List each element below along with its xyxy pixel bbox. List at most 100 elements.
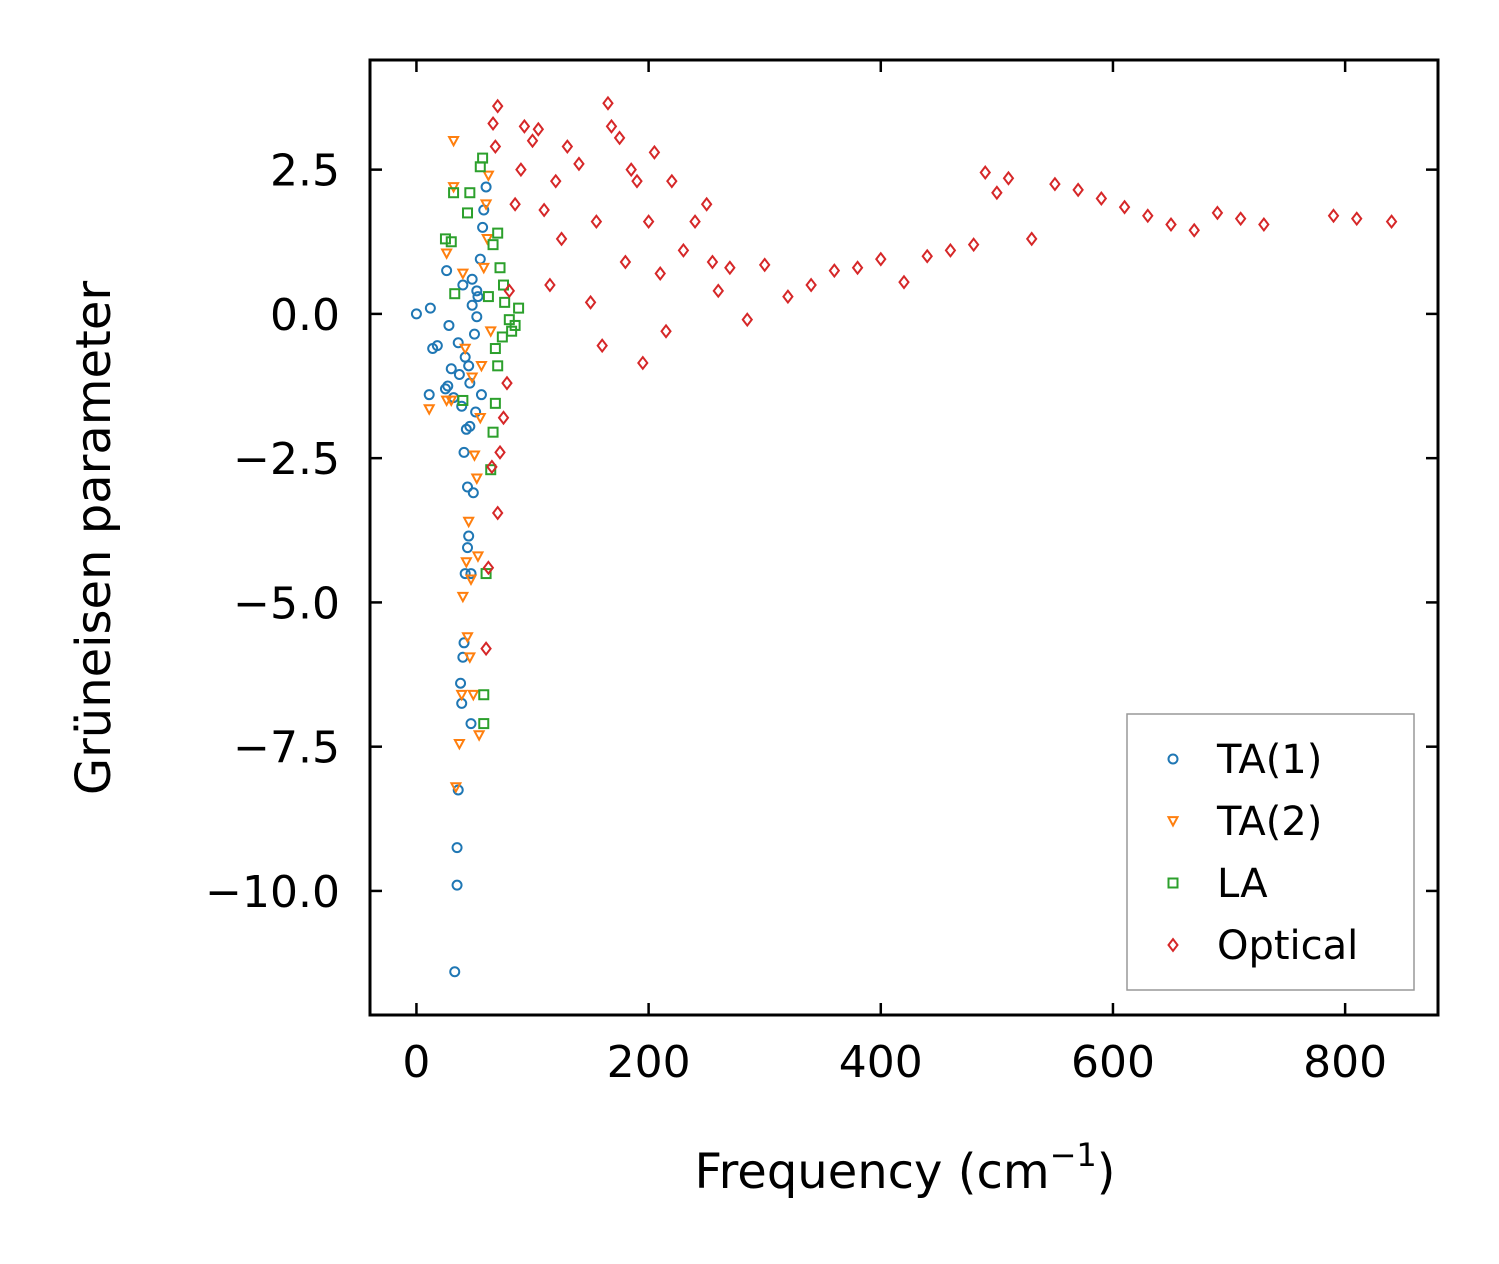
data-point <box>513 302 525 314</box>
data-point <box>479 199 493 211</box>
y-tick-label: −7.5 <box>233 723 340 774</box>
data-point <box>660 323 672 339</box>
data-point <box>465 568 477 580</box>
data-point <box>805 277 817 293</box>
data-point <box>602 95 614 111</box>
legend-markers <box>1166 753 1180 953</box>
data-point <box>456 268 470 281</box>
data-point <box>451 879 463 891</box>
data-point <box>875 251 887 267</box>
data-point <box>561 139 574 155</box>
data-point <box>477 152 489 164</box>
data-point <box>457 394 469 406</box>
data-point <box>423 389 435 401</box>
data-point <box>439 383 451 395</box>
data-point <box>741 312 754 328</box>
legend-label-ta2: TA(2) <box>1216 799 1322 845</box>
data-point <box>464 574 478 586</box>
data-point <box>482 291 494 303</box>
x-tick-label: 800 <box>1303 1037 1387 1088</box>
data-point <box>465 372 479 384</box>
data-point <box>648 144 661 160</box>
data-point <box>463 652 477 664</box>
data-point <box>967 237 980 253</box>
data-point <box>466 273 478 285</box>
data-point <box>1072 182 1084 198</box>
y-tick-label: −10.0 <box>205 867 340 918</box>
data-point <box>828 263 841 279</box>
x-tick-label: 600 <box>1071 1037 1155 1088</box>
data-point <box>1211 205 1224 221</box>
legend-marker <box>1166 816 1180 828</box>
legend-label-ta1: TA(1) <box>1216 737 1322 783</box>
data-point <box>486 459 498 475</box>
data-point <box>449 782 463 794</box>
data-point <box>555 231 568 247</box>
data-point <box>666 173 678 189</box>
data-point <box>463 360 475 372</box>
data-point <box>677 242 690 258</box>
data-point <box>489 139 502 155</box>
y-tick-label: 2.5 <box>270 146 340 197</box>
data-point <box>453 368 465 380</box>
data-point <box>494 262 506 274</box>
data-point <box>526 133 539 149</box>
data-point <box>459 343 472 356</box>
data-point <box>431 340 443 352</box>
data-point <box>518 118 531 134</box>
data-point <box>1165 216 1177 232</box>
data-point <box>445 236 457 248</box>
data-point <box>451 842 463 854</box>
data-point <box>461 632 474 644</box>
data-point <box>584 294 597 310</box>
data-point <box>492 227 504 239</box>
data-point <box>496 331 508 343</box>
data-point <box>467 689 480 702</box>
data-point <box>497 410 510 426</box>
data-point <box>440 248 453 260</box>
legend-label-optical: Optical <box>1217 923 1358 969</box>
data-point <box>700 196 713 212</box>
data-point <box>480 641 492 657</box>
data-point <box>424 302 436 314</box>
x-axis-label-superscript: −1 <box>1050 1136 1097 1174</box>
legend-marker <box>1167 877 1179 889</box>
data-point <box>456 400 468 412</box>
x-axis-label-suffix: ) <box>1097 1144 1116 1200</box>
data-point <box>515 162 527 178</box>
series-optical <box>480 95 1398 657</box>
data-point <box>758 257 771 273</box>
data-point <box>1025 231 1038 247</box>
y-tick-label: −5.0 <box>233 578 340 629</box>
data-point <box>501 375 513 391</box>
y-axis-label: Grüneisen parameter <box>66 281 122 796</box>
x-tick-label: 400 <box>839 1037 923 1088</box>
data-point <box>462 516 475 529</box>
data-point <box>468 450 481 462</box>
data-point <box>448 187 460 199</box>
data-point <box>689 214 701 230</box>
data-point <box>458 637 470 649</box>
data-point <box>445 395 458 408</box>
data-point <box>1002 170 1015 186</box>
data-points-layer <box>410 95 1398 978</box>
data-point <box>460 423 472 435</box>
data-point <box>423 404 436 416</box>
data-point <box>979 165 992 181</box>
data-point <box>471 285 483 297</box>
data-point <box>467 487 479 499</box>
x-tick-label: 0 <box>402 1037 430 1088</box>
data-point <box>475 361 488 373</box>
data-point <box>463 530 475 542</box>
data-point <box>478 718 490 730</box>
data-point <box>1118 199 1131 215</box>
data-point <box>487 239 499 251</box>
data-point <box>573 156 585 172</box>
data-point <box>482 560 495 576</box>
data-point <box>991 185 1003 201</box>
data-point <box>724 260 736 276</box>
data-point <box>509 196 521 212</box>
data-point <box>1049 176 1061 192</box>
data-point <box>474 412 487 425</box>
legend-box <box>1126 713 1415 991</box>
